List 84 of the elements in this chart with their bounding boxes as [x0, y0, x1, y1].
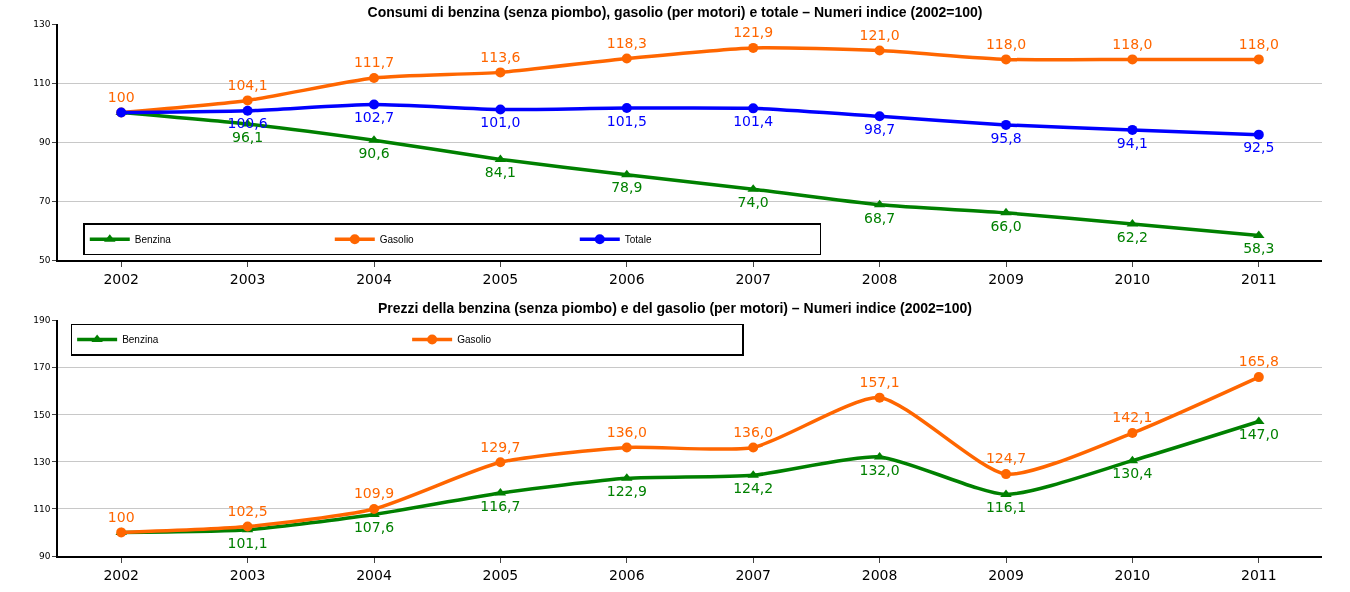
data-label: 74,0	[737, 193, 769, 210]
data-label: 113,6	[480, 48, 521, 65]
y-tick-label: 50	[39, 255, 51, 266]
y-tick-label: 130	[33, 456, 51, 467]
y-tick-label: 190	[33, 315, 51, 326]
legend-label: Gasolio	[457, 334, 492, 346]
data-label: 132,0	[859, 461, 900, 478]
data-label: 121,9	[733, 24, 774, 41]
x-tick-label: 2002	[103, 270, 140, 287]
data-label: 84,1	[484, 164, 516, 181]
x-tick-label: 2004	[356, 566, 392, 583]
data-label: 100,6	[227, 115, 268, 132]
x-tick-label: 2011	[1240, 270, 1277, 287]
data-label: 116,1	[985, 499, 1027, 516]
x-tick-label: 2006	[608, 270, 645, 287]
legend-label: Totale	[624, 234, 652, 246]
data-label: 62,2	[1116, 228, 1148, 245]
x-tick-label: 2004	[356, 270, 392, 287]
data-label: 78,9	[611, 179, 643, 196]
data-label: 101,1	[227, 534, 268, 551]
y-tick-label: 130	[33, 19, 51, 30]
data-label: 136,0	[606, 423, 647, 440]
x-tick-label: 2010	[1114, 270, 1151, 287]
data-label: 147,0	[1238, 426, 1279, 443]
data-label: 130,4	[1112, 465, 1153, 482]
data-label: 107,6	[353, 519, 395, 536]
x-tick-label: 2005	[482, 270, 519, 287]
x-tick-label: 2008	[861, 270, 898, 287]
data-label: 118,3	[606, 34, 647, 51]
data-label: 165,8	[1238, 353, 1279, 370]
x-tick-label: 2002	[103, 566, 140, 583]
data-label: 104,1	[227, 76, 268, 93]
data-label: 101,4	[733, 113, 774, 130]
x-tick-label: 2007	[735, 270, 772, 287]
y-tick-label: 70	[39, 196, 51, 207]
x-tick-label: 2011	[1240, 566, 1277, 583]
x-tick-label: 2003	[229, 566, 266, 583]
data-label: 98,7	[864, 121, 896, 138]
y-tick-label: 110	[33, 78, 51, 89]
data-label: 95,8	[990, 129, 1022, 146]
data-label: 118,0	[1238, 35, 1279, 52]
data-label: 122,9	[606, 483, 647, 500]
data-label: 124,7	[985, 450, 1027, 467]
y-tick-label: 150	[33, 409, 51, 420]
data-label: 118,0	[985, 35, 1027, 52]
data-label: 121,0	[859, 26, 900, 43]
x-tick-label: 2003	[229, 270, 266, 287]
data-label: 157,1	[859, 373, 900, 390]
data-label: 94,1	[1116, 134, 1148, 151]
data-label: 58,3	[1243, 240, 1275, 257]
data-label: 118,0	[1112, 35, 1153, 52]
x-tick-label: 2009	[988, 270, 1024, 287]
data-label: 136,0	[733, 423, 774, 440]
x-tick-label: 2010	[1114, 566, 1151, 583]
data-label: 109,9	[353, 485, 395, 502]
x-tick-label: 2006	[608, 566, 645, 583]
x-tick-label: 2005	[482, 566, 519, 583]
data-label: 116,7	[480, 497, 521, 514]
legend-label: Gasolio	[379, 234, 415, 246]
y-tick-label: 90	[39, 551, 51, 562]
y-tick-label: 170	[33, 362, 51, 373]
data-label: 90,6	[358, 144, 390, 161]
x-tick-label: 2009	[988, 566, 1024, 583]
data-label: 101,5	[606, 112, 647, 129]
y-tick-label: 110	[33, 503, 51, 514]
x-tick-label: 2008	[861, 566, 898, 583]
data-label: 129,7	[480, 438, 521, 455]
data-label: 101,0	[480, 114, 521, 131]
data-label: 100	[107, 88, 135, 105]
data-label: 124,2	[733, 480, 774, 497]
chart-title: Consumi di benzina (senza piombo), gasolio (per motori) e totale – Numeri indice (2002=100)	[367, 4, 983, 21]
data-label: 68,7	[864, 209, 896, 226]
data-label: 100	[107, 508, 135, 525]
data-label: 111,7	[353, 54, 395, 71]
legend-label: Benzina	[134, 234, 172, 246]
y-tick-label: 90	[39, 137, 51, 148]
data-label: 102,7	[353, 109, 395, 126]
chart-title: Prezzi della benzina (senza piombo) e del gasolio (per motori) – Numeri indice (2002=100)	[378, 300, 972, 317]
data-label: 92,5	[1243, 139, 1275, 156]
data-label: 142,1	[1112, 409, 1153, 426]
data-label: 66,0	[990, 217, 1022, 234]
data-label: 102,5	[227, 502, 268, 519]
x-tick-label: 2007	[735, 566, 772, 583]
legend-label: Benzina	[122, 334, 159, 346]
